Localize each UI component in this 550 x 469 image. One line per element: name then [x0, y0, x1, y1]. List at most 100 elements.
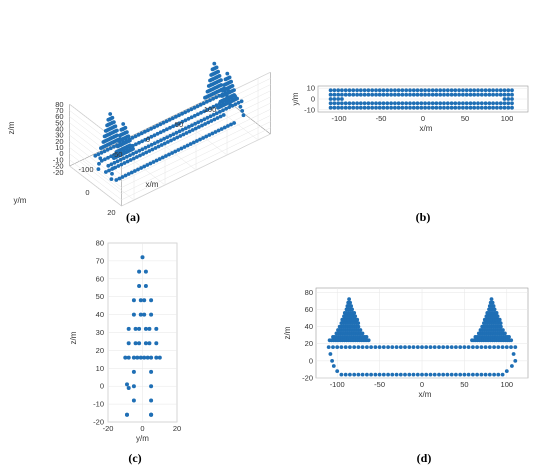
grid-line: [69, 165, 122, 207]
data-point: [400, 101, 405, 106]
data-point: [205, 115, 210, 120]
data-point: [389, 101, 393, 106]
data-point: [123, 125, 128, 130]
data-point: [381, 105, 386, 110]
data-point: [398, 345, 403, 349]
data-point: [119, 162, 124, 167]
z-tick-label: -20: [53, 162, 64, 171]
data-point: [176, 148, 181, 152]
data-point: [348, 345, 352, 349]
data-point: [393, 88, 397, 93]
data-point: [507, 335, 511, 339]
data-point: [169, 138, 173, 143]
data-point: [415, 101, 420, 106]
data-point: [498, 101, 503, 106]
data-point: [408, 101, 412, 106]
y-axis-label: z/m: [283, 326, 292, 339]
data-point: [351, 101, 356, 106]
data-point: [332, 92, 337, 97]
data-point: [214, 65, 219, 70]
data-point: [125, 382, 129, 387]
data-point: [123, 173, 128, 178]
data-point: [104, 170, 108, 174]
data-point: [149, 384, 154, 389]
y-tick-label: 10: [307, 84, 315, 93]
data-point: [190, 128, 195, 132]
data-point: [143, 129, 147, 134]
x-tick-label: 50: [461, 114, 469, 123]
data-point: [208, 106, 213, 111]
data-point: [385, 88, 390, 93]
data-point: [143, 341, 148, 346]
data-point: [476, 101, 480, 106]
data-point: [137, 269, 142, 274]
data-point: [96, 167, 101, 172]
data-point: [210, 131, 215, 136]
data-point: [208, 114, 213, 119]
x-tick-label: -100: [330, 380, 345, 389]
data-point: [454, 345, 458, 349]
data-point: [339, 372, 344, 377]
data-point: [328, 101, 333, 106]
y-tick-label: -10: [304, 105, 315, 114]
panel-c-side-view: -20 0 20 -20 -10 0 10 20 30 40 50 60 70 80 y/m z/m: [69, 239, 181, 444]
data-point: [149, 412, 154, 417]
grid-line: [69, 159, 122, 201]
caption-b: (b): [416, 210, 431, 224]
data-point: [366, 101, 371, 106]
data-point: [116, 164, 121, 168]
data-point: [340, 105, 344, 110]
data-point: [365, 345, 369, 349]
data-point: [408, 92, 412, 97]
data-point: [461, 101, 465, 106]
data-point: [370, 88, 375, 93]
data-point: [207, 133, 212, 137]
data-point: [172, 137, 177, 141]
z-tick-label: 40: [55, 124, 63, 133]
data-point: [126, 386, 131, 390]
data-point: [135, 155, 139, 159]
data-point: [204, 134, 209, 139]
x-tick-label: 50: [460, 380, 468, 389]
data-point: [336, 97, 341, 101]
data-point: [381, 101, 386, 106]
data-point: [340, 101, 344, 106]
data-point: [458, 372, 463, 377]
data-point: [228, 103, 233, 108]
data-point: [335, 369, 340, 373]
data-point: [347, 88, 352, 93]
data-point: [500, 345, 505, 349]
data-point: [513, 345, 518, 349]
data-point: [394, 345, 399, 349]
x-axis-label: x/m: [146, 180, 159, 189]
data-point: [143, 269, 148, 274]
data-point: [121, 156, 126, 161]
data-point: [403, 372, 407, 377]
data-point: [366, 88, 371, 93]
data-point: [335, 345, 340, 349]
y-tick-label: -20: [93, 418, 104, 427]
x-tick-label: -50: [376, 114, 387, 123]
data-point: [404, 92, 409, 97]
data-point: [137, 341, 142, 346]
data-point: [187, 124, 191, 129]
data-point: [332, 88, 337, 93]
data-point: [438, 88, 443, 93]
data-point: [475, 372, 479, 377]
data-point: [471, 345, 475, 349]
x-tick-label: 50: [175, 120, 183, 129]
data-point: [396, 92, 401, 97]
data-point: [159, 143, 164, 147]
data-point: [200, 123, 204, 128]
data-point: [438, 101, 443, 106]
data-point: [487, 345, 492, 349]
data-point: [168, 133, 173, 138]
data-point: [125, 154, 129, 159]
x-tick-label: 0: [421, 114, 425, 123]
data-point: [377, 88, 382, 93]
data-point: [164, 119, 169, 124]
data-point: [358, 105, 363, 110]
data-point: [472, 88, 477, 93]
caption-d: (d): [417, 451, 432, 465]
data-point: [434, 101, 439, 106]
